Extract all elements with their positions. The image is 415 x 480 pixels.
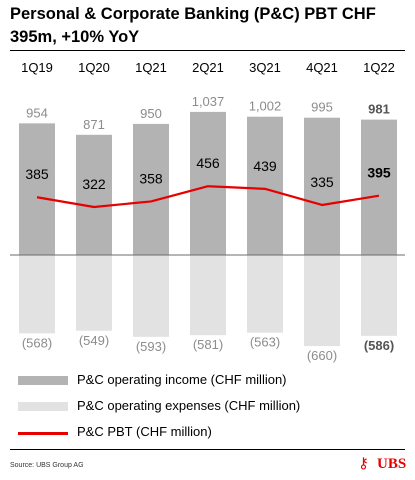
income-bar bbox=[247, 116, 283, 255]
expense-value-label: (563) bbox=[250, 335, 280, 350]
legend-label-expenses: P&C operating expenses (CHF million) bbox=[77, 398, 301, 413]
x-tick-label: 1Q21 bbox=[135, 60, 167, 75]
pbt-value-label: 439 bbox=[253, 158, 277, 174]
title-divider bbox=[10, 50, 405, 51]
income-value-label: 995 bbox=[311, 100, 333, 115]
ubs-logo: ⚷ UBS bbox=[358, 455, 408, 473]
legend-label-income: P&C operating income (CHF million) bbox=[77, 372, 287, 387]
x-tick-label: 1Q19 bbox=[21, 60, 53, 75]
income-bar bbox=[190, 111, 226, 255]
expense-bar bbox=[190, 255, 226, 336]
income-value-label: 954 bbox=[26, 105, 48, 120]
x-tick-label: 4Q21 bbox=[306, 60, 338, 75]
expense-bar bbox=[247, 255, 283, 333]
expense-bar bbox=[304, 255, 340, 347]
legend-line-pbt bbox=[18, 432, 68, 435]
footer-divider bbox=[10, 449, 405, 450]
income-bar bbox=[304, 117, 340, 255]
income-value-label: 981 bbox=[368, 102, 390, 117]
pbt-value-label: 322 bbox=[82, 176, 106, 192]
keys-icon: ⚷ bbox=[358, 455, 369, 472]
expense-value-label: (568) bbox=[22, 335, 52, 350]
expense-bar bbox=[19, 255, 55, 334]
income-value-label: 871 bbox=[83, 117, 105, 132]
income-value-label: 1,037 bbox=[192, 94, 225, 109]
pbt-value-label: 385 bbox=[25, 166, 49, 182]
expense-bar bbox=[361, 255, 397, 336]
pbt-value-label: 358 bbox=[139, 170, 163, 186]
legend-label-pbt: P&C PBT (CHF million) bbox=[77, 424, 212, 439]
legend-swatch-income bbox=[18, 376, 68, 385]
source-note: Source: UBS Group AG bbox=[10, 462, 84, 469]
bar-line-chart: 1Q19 954 (568) 1Q20 871 (549) 1Q21 950 (593) 2Q21… bbox=[10, 60, 405, 363]
income-bar bbox=[76, 134, 112, 255]
income-value-label: 950 bbox=[140, 106, 162, 121]
x-tick-label: 1Q20 bbox=[78, 60, 110, 75]
income-value-label: 1,002 bbox=[249, 99, 282, 114]
x-tick-label: 3Q21 bbox=[249, 60, 281, 75]
x-tick-label: 2Q21 bbox=[192, 60, 224, 75]
expense-bar bbox=[76, 255, 112, 331]
expense-value-label: (593) bbox=[136, 339, 166, 354]
legend-item-income: P&C operating income (CHF million) bbox=[18, 372, 358, 388]
legend-item-pbt: P&C PBT (CHF million) bbox=[18, 424, 358, 440]
expense-value-label: (549) bbox=[79, 333, 109, 348]
expense-value-label: (586) bbox=[364, 338, 394, 353]
income-bar bbox=[19, 123, 55, 256]
legend-item-expenses: P&C operating expenses (CHF million) bbox=[18, 398, 358, 414]
expense-value-label: (660) bbox=[307, 348, 337, 363]
income-bar bbox=[133, 123, 169, 256]
legend-swatch-expenses bbox=[18, 402, 68, 411]
pbt-value-label: 335 bbox=[310, 174, 334, 190]
income-bar bbox=[361, 119, 397, 255]
expense-value-label: (581) bbox=[193, 337, 223, 352]
pbt-value-label: 395 bbox=[367, 165, 391, 181]
logo-text: UBS bbox=[377, 456, 407, 472]
chart-title: Personal & Corporate Banking (P&C) PBT C… bbox=[10, 5, 376, 46]
x-tick-label: 1Q22 bbox=[363, 60, 395, 75]
expense-bar bbox=[133, 255, 169, 337]
pbt-value-label: 456 bbox=[196, 155, 220, 171]
